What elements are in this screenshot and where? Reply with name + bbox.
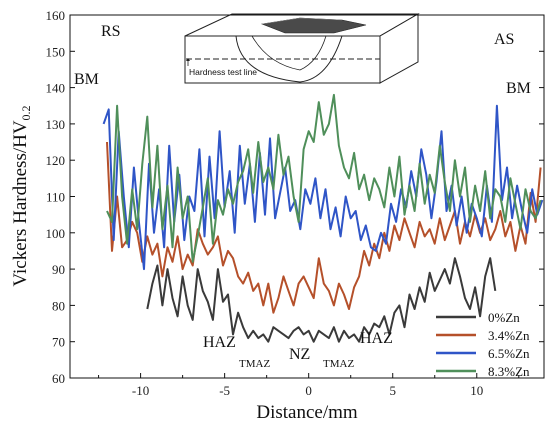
x-axis-title: Distance/mm [256, 402, 358, 423]
haz-left-label: HAZ [203, 334, 236, 351]
y-tick-label-8: 140 [46, 81, 66, 96]
y-tick-label-0: 60 [52, 371, 65, 386]
y-axis-title-main: Vickers Hardness/HV [10, 120, 31, 286]
legend-label-1: 3.4%Zn [488, 328, 530, 343]
nz-label: NZ [289, 346, 310, 363]
rs-label: RS [101, 23, 121, 40]
x-tick-label-1: -5 [219, 383, 230, 398]
tmaz-right-label: TMAZ [323, 358, 354, 370]
bm-left-label: BM [74, 71, 99, 88]
legend-label-2: 6.5%Zn [488, 346, 530, 361]
y-tick-label-9: 150 [46, 44, 66, 59]
x-tick-label-2: 0 [305, 383, 312, 398]
y-tick-label-6: 120 [46, 153, 66, 168]
y-tick-label-4: 100 [46, 226, 66, 241]
legend-label-3: 8.3%Zn [488, 364, 530, 379]
y-axis-title: Vickers Hardness/HV0.2 [10, 105, 33, 286]
bm-right-label: BM [506, 80, 531, 97]
y-tick-label-1: 70 [52, 335, 65, 350]
x-tick-label-3: 5 [389, 383, 396, 398]
x-tick-label-4: 10 [470, 383, 483, 398]
weld-schematic: Hardness test line [184, 13, 420, 84]
as-label: AS [494, 31, 514, 48]
tmaz-left-label: TMAZ [239, 358, 270, 370]
y-tick-label-7: 130 [46, 117, 66, 132]
series-layer [102, 93, 544, 343]
x-tick-label-0: -10 [132, 383, 149, 398]
tick-layer: -10 -5 0 5 10 60 70 80 90 100 110 120 130 140 150 160 [46, 8, 544, 398]
series-line-3 [106, 93, 542, 263]
series-line-0 [146, 257, 497, 343]
y-tick-label-3: 90 [52, 262, 65, 277]
hardness-test-line-label: Hardness test line [189, 67, 257, 77]
series-line-1 [106, 141, 542, 314]
y-axis-title-sub: 0.2 [19, 105, 33, 120]
legend: 0%Zn 3.4%Zn 6.5%Zn 8.3%Zn [436, 310, 530, 379]
y-tick-label-5: 110 [46, 190, 65, 205]
y-tick-label-2: 80 [52, 298, 65, 313]
haz-right-label: HAZ [360, 330, 393, 347]
legend-label-0: 0%Zn [488, 310, 520, 325]
y-tick-label-10: 160 [46, 8, 66, 23]
